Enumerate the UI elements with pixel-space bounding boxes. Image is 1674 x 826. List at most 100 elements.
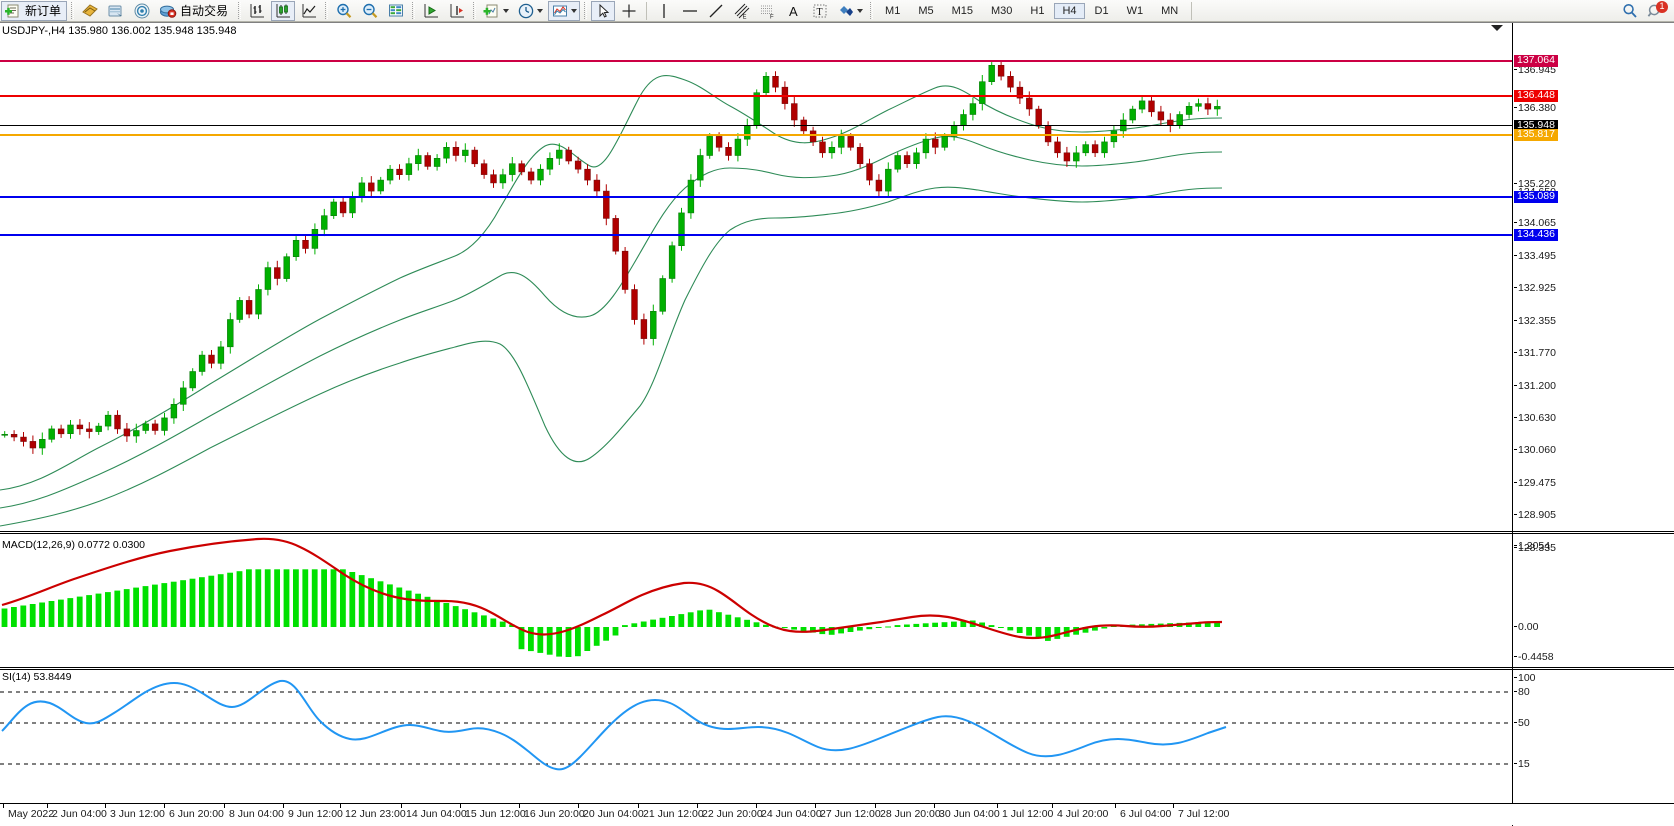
search-icon [1621,2,1639,20]
svg-text:A: A [789,4,798,19]
price-tick: 132.925 [1514,282,1556,294]
cursor-button[interactable] [591,0,616,21]
macd-bar [67,598,74,627]
auto-scroll-button[interactable] [445,1,469,21]
signals-button[interactable] [130,1,154,21]
period-button[interactable] [514,1,546,21]
support-level-135089[interactable]: 135.089 [1514,191,1558,203]
macd-bar [697,610,703,627]
timeframe-w1[interactable]: W1 [1126,4,1144,17]
macd-bar [509,624,515,627]
indicators-button[interactable] [480,1,512,21]
auto-trading-button[interactable]: 自动交易 [156,1,234,21]
new-order-button[interactable]: 新订单 [1,0,68,21]
timeframe-h1[interactable]: H1 [1030,4,1045,17]
macd-bar [791,627,797,630]
expert-advisor-button[interactable] [78,1,102,21]
macd-pane[interactable] [0,535,1512,657]
timeframe-mn[interactable]: MN [1161,4,1179,17]
timeframe-d1[interactable]: D1 [1094,4,1109,17]
rsi-tick: 80 [1514,686,1530,698]
templates-icon [551,2,569,20]
price-line-135948[interactable] [0,125,1512,126]
price-line-135089[interactable] [0,196,1512,198]
price-axis[interactable]: 136.945136.380135.220134.650134.065133.4… [1512,23,1674,826]
price-line-137064[interactable] [0,60,1512,62]
rsi-pane[interactable] [0,671,1512,804]
price-line-136448[interactable] [0,95,1512,97]
zoom-out-button[interactable] [358,1,382,21]
tile-windows-button[interactable] [384,1,408,21]
support-level-134436[interactable]: 134.436 [1514,229,1558,241]
time-tick: 9 Jun 12:00 [283,804,343,820]
price-line-134436[interactable] [0,234,1512,236]
macd-bar [960,621,967,627]
line-chart-button[interactable] [297,1,321,21]
timeframe-m30[interactable]: M30 [991,4,1013,17]
timeframe-m5[interactable]: M5 [918,4,934,17]
toolbar-separator [71,2,75,19]
toolbar-separator-2 [238,2,242,19]
price-tick: 130.630 [1514,412,1556,424]
chart-scroll-marker[interactable] [1491,25,1503,31]
macd-tick: -0.4458 [1514,651,1554,663]
timeframe-group: M1 M5 M15 M30 H1 H4 D1 W1 MN [876,2,1187,19]
macd-bar [1204,621,1211,627]
bar-chart-button[interactable] [245,1,269,21]
text-label-button[interactable]: T [808,1,832,21]
macd-bar [894,625,901,627]
line-chart-icon [300,2,318,20]
price-pane[interactable] [0,38,1512,530]
price-tick: 128.905 [1514,509,1556,521]
chart-shift-button[interactable] [419,1,443,21]
rsi-pane-top-border-2 [0,669,1674,670]
indicators-icon [483,2,501,20]
search-button[interactable] [1618,1,1642,21]
resistance-level-137064[interactable]: 137.064 [1514,55,1558,67]
toolbar-separator-5 [473,2,477,19]
shapes-chevron-down-icon[interactable] [857,8,864,13]
zoom-in-button[interactable] [332,1,356,21]
trendline-button[interactable] [704,1,728,21]
timeframe-m15[interactable]: M15 [951,4,973,17]
resistance-level-136448[interactable]: 136.448 [1514,90,1558,102]
candlestick-chart-button[interactable] [271,0,296,21]
chart-window[interactable]: USDJPY-,H4 135.980 136.002 135.948 135.9… [0,22,1674,826]
crosshair-button[interactable] [617,1,641,21]
templates-chevron-down-icon[interactable] [571,8,578,13]
macd-bar [716,612,722,627]
data-window-button[interactable] [104,1,128,21]
auto-scroll-icon [448,2,466,20]
equidistant-channel-button[interactable]: E [730,1,754,21]
alerts-button[interactable]: 1 [1644,0,1668,21]
macd-bar [293,569,299,627]
macd-bar [593,627,600,646]
price-tick: 135.220 [1514,178,1556,190]
templates-button[interactable] [548,0,581,21]
macd-bar [170,581,177,627]
period-chevron-down-icon[interactable] [537,8,544,13]
time-axis[interactable]: May 2022 2 Jun 04:00 3 Jun 12:00 6 Jun 20:0… [0,803,1674,825]
text-icon: A [785,2,803,20]
rsi-pane-top-border [0,667,1674,668]
price-line-135817[interactable] [0,134,1512,136]
shapes-button[interactable] [834,1,866,21]
macd-bar [311,569,318,627]
pivot-level-135817[interactable]: 135.817 [1514,129,1558,141]
macd-bar [565,627,572,657]
macd-bar [575,627,581,657]
macd-bar [396,587,403,627]
fibonacci-button[interactable]: F [756,1,780,21]
macd-label: MACD(12,26,9) 0.0772 0.0300 [2,539,146,551]
macd-bar [217,574,224,627]
macd-bar [1035,627,1042,639]
text-button[interactable]: A [782,1,806,21]
macd-bar [659,617,666,627]
text-label-icon: T [811,2,829,20]
time-tick: May 2022 [2,804,55,820]
horizontal-line-button[interactable] [678,1,702,21]
indicators-chevron-down-icon[interactable] [503,8,510,13]
timeframe-h4[interactable]: H4 [1054,2,1085,19]
timeframe-m1[interactable]: M1 [885,4,901,17]
vertical-line-button[interactable] [652,1,676,21]
